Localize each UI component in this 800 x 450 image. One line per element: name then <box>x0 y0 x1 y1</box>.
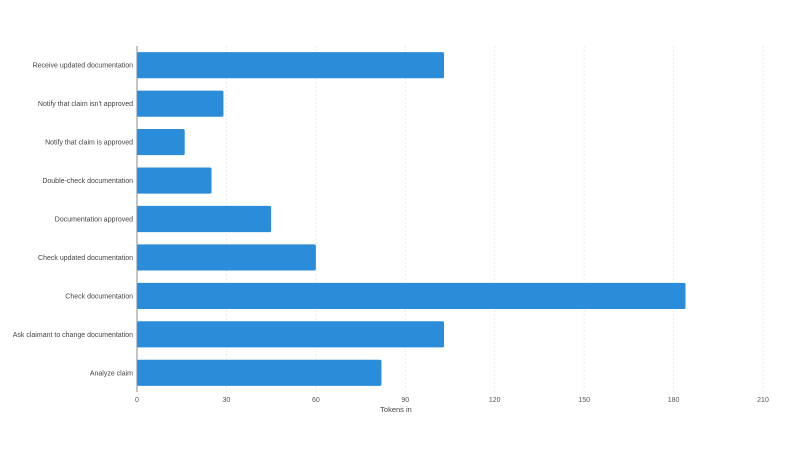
x-tick-label: 60 <box>312 397 320 404</box>
category-label: Analyze claim <box>90 370 133 377</box>
bar[interactable] <box>137 244 316 271</box>
x-tick-label: 150 <box>578 397 590 404</box>
category-label: Double-check documentation <box>42 178 133 185</box>
x-tick-label: 90 <box>401 397 409 404</box>
bar[interactable] <box>137 90 224 117</box>
bar[interactable] <box>137 205 272 233</box>
bar-layer <box>137 52 686 386</box>
category-label: Check documentation <box>65 293 133 300</box>
x-tick-label: 120 <box>489 397 501 404</box>
bar[interactable] <box>137 167 212 194</box>
x-tick-label: 30 <box>223 397 231 404</box>
category-label: Documentation approved <box>55 217 133 224</box>
category-label: Ask claimant to change documentation <box>13 332 133 339</box>
x-axis-title: Tokens in <box>380 405 412 414</box>
bar[interactable] <box>137 129 185 156</box>
category-label: Check updated documentation <box>38 255 133 262</box>
bar[interactable] <box>137 321 445 348</box>
bar[interactable] <box>137 282 686 309</box>
category-label: Receive updated documentation <box>33 63 134 70</box>
x-tick-label: 180 <box>668 397 680 404</box>
category-label: Notify that claim isn't approved <box>38 101 133 108</box>
label-layer: 0 30 60 90 120 150 180 210 Receive updated docum… <box>13 63 769 404</box>
bar[interactable] <box>137 359 382 386</box>
grid-layer <box>226 46 764 392</box>
category-label: Notify that claim is approved <box>45 140 133 147</box>
bar[interactable] <box>137 52 445 79</box>
x-tick-label: 210 <box>757 397 769 404</box>
x-tick-label: 0 <box>135 397 139 404</box>
